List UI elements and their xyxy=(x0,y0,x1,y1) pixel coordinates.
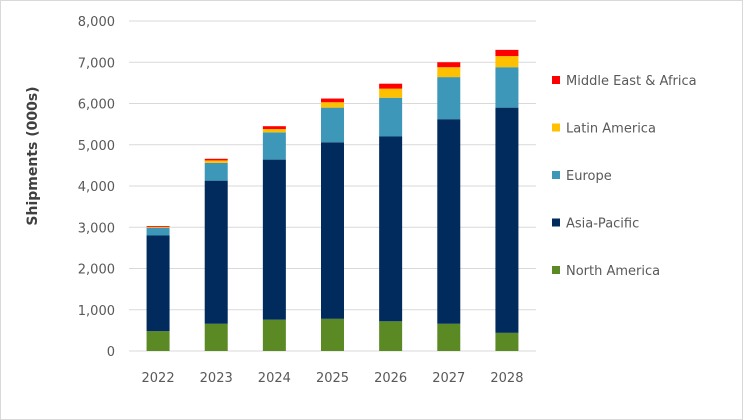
bar-segment-asia-pacific-2028 xyxy=(495,107,519,333)
bar-segment-latin-america-2028 xyxy=(495,56,519,68)
y-tick-label: 3,000 xyxy=(78,221,115,236)
x-tick-label: 2025 xyxy=(316,371,349,386)
bar-segment-middle-east-africa-2027 xyxy=(437,62,461,68)
legend: Middle East & Africa Latin America Europe A… xyxy=(552,74,697,279)
y-tick-label: 5,000 xyxy=(78,139,115,154)
y-tick-label: 0 xyxy=(107,345,115,360)
bar-segment-asia-pacific-2025 xyxy=(321,142,344,319)
bar-segment-asia-pacific-2022 xyxy=(146,235,170,332)
legend-swatch xyxy=(552,76,560,84)
x-tick-label: 2023 xyxy=(200,371,233,386)
bars xyxy=(146,49,519,351)
bar-segment-asia-pacific-2027 xyxy=(437,119,461,324)
bar-segment-north-america-2024 xyxy=(262,319,286,351)
bar-segment-europe-2025 xyxy=(321,107,344,143)
legend-label: Asia-Pacific xyxy=(566,217,639,232)
y-axis-ticks: 0 1,000 2,000 3,000 4,000 5,000 6,000 7,000 8,00… xyxy=(78,15,115,360)
y-tick-label: 1,000 xyxy=(78,304,115,319)
legend-swatch xyxy=(552,171,560,179)
bar-segment-europe-2024 xyxy=(262,132,286,160)
y-tick-label: 4,000 xyxy=(78,180,115,195)
bar-segment-north-america-2026 xyxy=(379,321,403,351)
bar-segment-middle-east-africa-2024 xyxy=(262,126,286,130)
bar-segment-middle-east-africa-2023 xyxy=(204,158,228,161)
bar-segment-europe-2023 xyxy=(204,162,228,181)
bar-segment-asia-pacific-2024 xyxy=(262,159,286,320)
legend-swatch xyxy=(552,123,560,132)
y-tick-label: 8,000 xyxy=(78,15,115,30)
bar-segment-latin-america-2026 xyxy=(379,88,403,98)
x-tick-label: 2026 xyxy=(374,371,407,386)
bar-segment-latin-america-2027 xyxy=(437,67,461,78)
legend-label: North America xyxy=(566,264,660,279)
y-tick-label: 2,000 xyxy=(78,263,115,278)
bar-segment-middle-east-africa-2022 xyxy=(146,226,170,227)
bar-segment-middle-east-africa-2028 xyxy=(495,49,519,57)
y-axis-title: Shipments (000s) xyxy=(25,86,41,225)
x-tick-label: 2027 xyxy=(432,371,465,386)
legend-label: Europe xyxy=(566,169,612,184)
bar-segment-europe-2027 xyxy=(437,77,461,120)
legend-label: Latin America xyxy=(566,122,656,137)
bar-segment-middle-east-africa-2026 xyxy=(379,83,403,89)
y-tick-label: 6,000 xyxy=(78,98,115,113)
bar-segment-latin-america-2022 xyxy=(146,226,170,228)
bar-segment-latin-america-2025 xyxy=(321,102,344,108)
bar-segment-north-america-2023 xyxy=(204,323,228,351)
x-tick-label: 2028 xyxy=(490,371,523,386)
bar-segment-latin-america-2024 xyxy=(262,129,286,133)
bar-segment-europe-2028 xyxy=(495,67,519,108)
bar-segment-north-america-2028 xyxy=(495,332,519,351)
bar-segment-asia-pacific-2026 xyxy=(379,136,403,322)
bar-segment-middle-east-africa-2025 xyxy=(321,98,344,103)
bar-segment-north-america-2027 xyxy=(437,323,461,351)
bar-segment-europe-2026 xyxy=(379,97,403,137)
legend-label: Middle East & Africa xyxy=(566,74,697,89)
legend-swatch xyxy=(552,266,560,274)
bar-segment-europe-2022 xyxy=(146,227,170,236)
bar-segment-asia-pacific-2023 xyxy=(204,180,228,324)
y-tick-label: 7,000 xyxy=(78,56,115,71)
x-tick-label: 2024 xyxy=(258,371,291,386)
bar-segment-north-america-2022 xyxy=(146,331,170,351)
bar-segment-north-america-2025 xyxy=(321,318,344,351)
bar-segment-latin-america-2023 xyxy=(204,160,228,163)
x-axis-ticks: 2022 2023 2024 2025 2026 2027 2028 xyxy=(142,371,524,386)
legend-swatch xyxy=(552,218,560,227)
x-tick-label: 2022 xyxy=(142,371,175,386)
